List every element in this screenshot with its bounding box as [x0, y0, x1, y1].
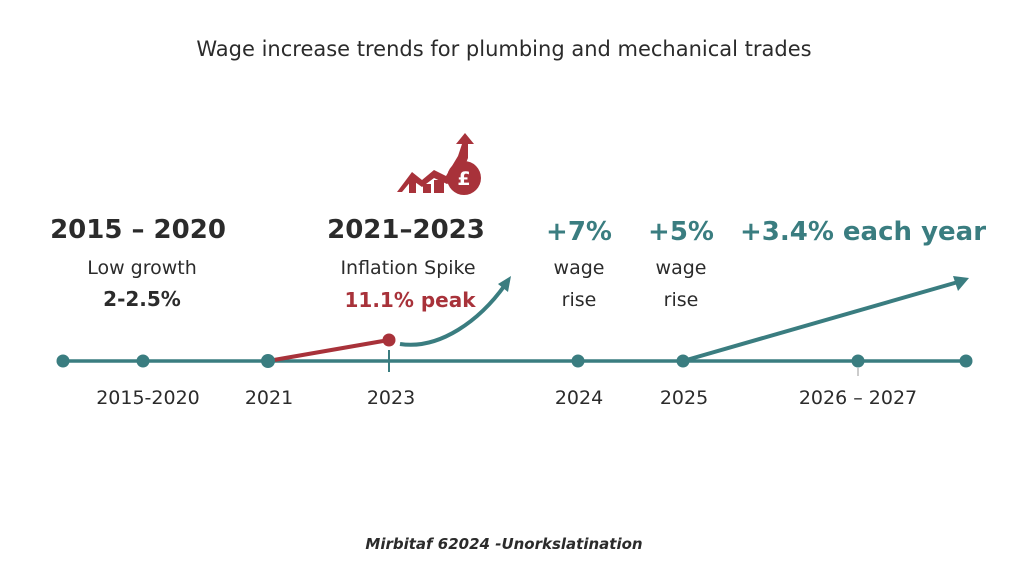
timeline-dot: [676, 354, 690, 368]
footer: Mirbitaf 62024 -Unorkslatination: [365, 535, 642, 553]
period-line2: rise: [562, 289, 597, 311]
forecast-line: [682, 280, 959, 363]
period-heading: +5%: [648, 217, 714, 247]
timeline-dot: [851, 354, 865, 368]
period-heading: 2021–2023: [327, 215, 485, 245]
period-heading: +7%: [546, 217, 612, 247]
title: Wage increase trends for plumbing and me…: [196, 37, 811, 61]
rise-curve: [399, 283, 507, 347]
period-line1: wage: [656, 257, 707, 279]
year-label: 2026 – 2027: [799, 387, 917, 409]
period-line1: Low growth: [87, 257, 197, 279]
year-label: 2023: [367, 387, 415, 409]
svg-text:£: £: [457, 168, 470, 190]
timeline-dot: [959, 354, 973, 368]
year-label: 2021: [245, 387, 293, 409]
year-label: 2015-2020: [96, 387, 200, 409]
timeline-dot: [261, 354, 275, 368]
period-line2: 11.1% peak: [344, 288, 476, 312]
period-line1: wage: [554, 257, 605, 279]
period-line1: Inflation Spike: [340, 257, 475, 279]
year-label: 2024: [555, 387, 603, 409]
period-heading: +3.4% each year: [740, 217, 986, 247]
inflation-line: [267, 338, 390, 363]
period-line2: 2-2.5%: [103, 287, 181, 311]
period-heading: 2015 – 2020: [50, 215, 226, 245]
peak-dot: [382, 333, 396, 347]
arrowhead: [498, 276, 511, 292]
timeline-dot: [571, 354, 585, 368]
arrowhead: [953, 276, 969, 291]
year-label: 2025: [660, 387, 708, 409]
rising-chart-pound-icon: £: [397, 133, 481, 195]
timeline-dot: [136, 354, 150, 368]
period-line2: rise: [664, 289, 699, 311]
timeline-dot: [56, 354, 70, 368]
